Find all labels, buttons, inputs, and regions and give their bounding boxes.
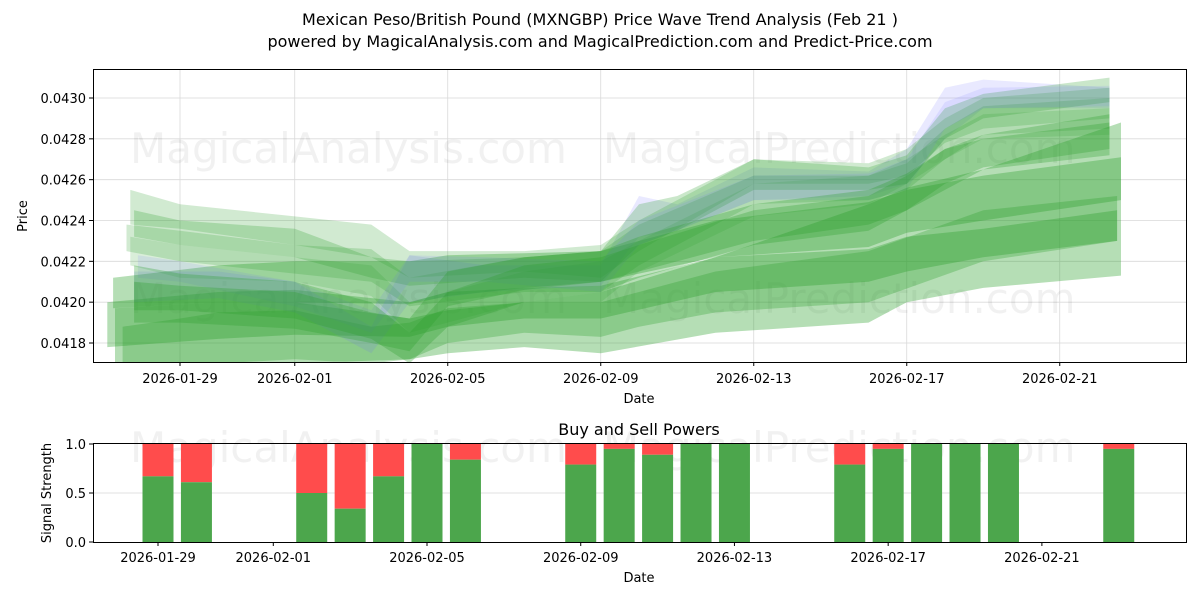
green-wave-band bbox=[113, 157, 1122, 309]
x-tick-label: 2026-02-21 bbox=[1004, 551, 1080, 566]
sell-power-bar bbox=[449, 443, 481, 460]
sub-axes-frame bbox=[93, 443, 1187, 543]
green-wave-band bbox=[134, 114, 1110, 362]
y-tick-label: 0.0418 bbox=[41, 337, 87, 352]
chart-subtitle: powered by MagicalAnalysis.com and Magic… bbox=[267, 32, 933, 51]
main-ticks: 2026-01-29 2026-02-01 2026-02-05 2026-02-09… bbox=[41, 92, 1098, 387]
green-wave-band bbox=[126, 98, 1110, 307]
buy-power-bar bbox=[642, 454, 674, 542]
y-tick-label: 0.0422 bbox=[41, 255, 87, 270]
sell-power-bar bbox=[834, 443, 866, 465]
watermark: MagicalPrediction.com bbox=[603, 274, 1076, 323]
x-tick-label: 2026-02-01 bbox=[236, 551, 312, 566]
sell-power-bar bbox=[872, 443, 904, 449]
buy-power-bar bbox=[911, 444, 943, 542]
sub-ticks: 0.0 0.5 1.0 2026-01-29 2026-02-01 2026-02-05 2… bbox=[65, 438, 1079, 566]
watermark: MagicalAnalysis.com bbox=[130, 124, 567, 173]
main-grid bbox=[94, 70, 1186, 362]
buy-power-bar bbox=[1103, 448, 1135, 542]
price-wave-plot: MagicalAnalysis.com MagicalPrediction.co… bbox=[16, 69, 1187, 407]
y-tick-label: 0.0426 bbox=[41, 174, 87, 189]
main-axes-frame bbox=[93, 69, 1187, 363]
sell-power-bar bbox=[373, 443, 405, 477]
y-tick-label: 1.0 bbox=[65, 438, 86, 453]
buy-sell-powers-plot: Buy and Sell Powers MagicalAnalysis.com … bbox=[40, 420, 1187, 586]
buy-power-bar bbox=[603, 448, 635, 542]
buy-power-bar bbox=[949, 444, 981, 542]
green-wave-band bbox=[130, 108, 1110, 333]
buy-power-bar bbox=[334, 508, 366, 542]
x-tick-label: 2026-02-17 bbox=[869, 372, 945, 387]
sell-power-bar bbox=[180, 443, 212, 483]
green-wave-band bbox=[107, 210, 1118, 348]
sub-chart-title: Buy and Sell Powers bbox=[558, 420, 720, 439]
x-tick-label: 2026-02-01 bbox=[257, 372, 333, 387]
buy-power-bar bbox=[718, 444, 750, 542]
x-tick-label: 2026-01-29 bbox=[120, 551, 196, 566]
buy-power-bar bbox=[449, 459, 481, 542]
buy-power-bar bbox=[872, 448, 904, 542]
x-tick-label: 2026-02-09 bbox=[563, 372, 639, 387]
x-tick-label: 2026-02-05 bbox=[410, 372, 486, 387]
main-y-axis-label: Price bbox=[16, 200, 31, 232]
y-tick-label: 0.0420 bbox=[41, 296, 87, 311]
watermark: MagicalPrediction.com bbox=[603, 124, 1076, 173]
buy-power-bar bbox=[142, 476, 174, 542]
sell-power-bar bbox=[642, 443, 674, 455]
y-tick-label: 0.0 bbox=[65, 536, 86, 551]
chart-title: Mexican Peso/British Pound (MXNGBP) Pric… bbox=[302, 10, 898, 29]
x-tick-label: 2026-02-17 bbox=[850, 551, 926, 566]
buy-power-bar bbox=[834, 464, 866, 542]
green-wave-band bbox=[134, 122, 1110, 352]
buy-power-bar bbox=[296, 493, 328, 542]
y-tick-label: 0.5 bbox=[65, 487, 86, 502]
main-x-axis-label: Date bbox=[623, 392, 654, 407]
sell-power-bar bbox=[603, 443, 635, 449]
sell-power-bar bbox=[565, 443, 597, 465]
buy-power-bar bbox=[180, 482, 212, 542]
buy-power-bar bbox=[565, 464, 597, 542]
y-tick-label: 0.0428 bbox=[41, 133, 87, 148]
sell-power-bar bbox=[142, 443, 174, 477]
buy-power-bar bbox=[373, 476, 405, 542]
x-tick-label: 2026-02-13 bbox=[716, 372, 792, 387]
buy-power-bar bbox=[987, 444, 1019, 542]
x-tick-label: 2026-02-05 bbox=[389, 551, 465, 566]
x-tick-label: 2026-02-13 bbox=[697, 551, 773, 566]
watermark: MagicalAnalysis.com bbox=[130, 274, 567, 323]
buy-power-bar bbox=[411, 444, 443, 542]
buy-power-bar bbox=[680, 444, 712, 542]
x-tick-label: 2026-01-29 bbox=[142, 372, 218, 387]
sell-power-bar bbox=[334, 443, 366, 509]
blue-wave-band bbox=[134, 79, 1110, 354]
y-tick-label: 0.0424 bbox=[41, 215, 87, 230]
green-wave-band bbox=[130, 87, 1110, 278]
x-tick-label: 2026-02-21 bbox=[1022, 372, 1098, 387]
x-tick-label: 2026-02-09 bbox=[543, 551, 619, 566]
wave-bands bbox=[107, 77, 1122, 362]
green-wave-band bbox=[134, 77, 1110, 286]
sell-power-bar bbox=[296, 443, 328, 493]
green-wave-band bbox=[122, 196, 1118, 362]
sell-power-bar bbox=[1103, 443, 1135, 449]
sub-x-axis-label: Date bbox=[623, 571, 654, 586]
signal-bars bbox=[142, 443, 1135, 542]
y-tick-label: 0.0430 bbox=[41, 92, 87, 107]
sub-y-axis-label: Signal Strength bbox=[40, 443, 55, 543]
green-wave-band bbox=[115, 122, 1121, 362]
